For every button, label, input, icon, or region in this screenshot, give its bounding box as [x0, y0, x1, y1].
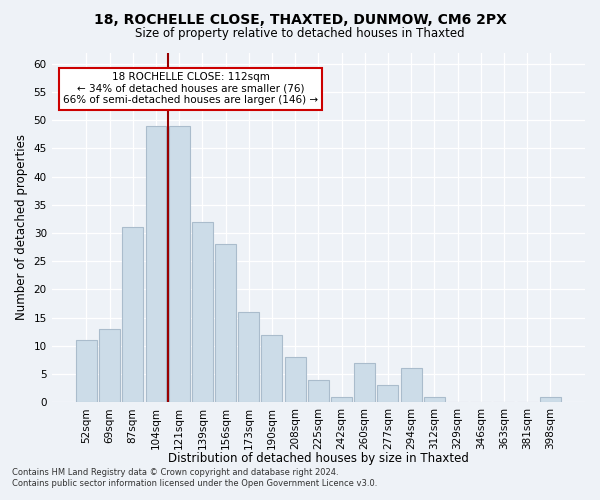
Text: Size of property relative to detached houses in Thaxted: Size of property relative to detached ho… [135, 28, 465, 40]
Bar [377, 386, 398, 402]
Bar [192, 222, 213, 402]
Bar [308, 380, 329, 402]
Bar [262, 334, 283, 402]
Bar [99, 329, 120, 402]
Text: 18, ROCHELLE CLOSE, THAXTED, DUNMOW, CM6 2PX: 18, ROCHELLE CLOSE, THAXTED, DUNMOW, CM6… [94, 12, 506, 26]
Bar [354, 362, 375, 402]
Bar [215, 244, 236, 402]
Bar [331, 396, 352, 402]
Bar [76, 340, 97, 402]
Bar [424, 396, 445, 402]
Y-axis label: Number of detached properties: Number of detached properties [15, 134, 28, 320]
Bar [540, 396, 561, 402]
Bar [284, 357, 305, 402]
Bar [169, 126, 190, 402]
Bar [146, 126, 166, 402]
Bar [238, 312, 259, 402]
Bar [122, 228, 143, 402]
X-axis label: Distribution of detached houses by size in Thaxted: Distribution of detached houses by size … [168, 452, 469, 465]
Text: Contains HM Land Registry data © Crown copyright and database right 2024.
Contai: Contains HM Land Registry data © Crown c… [12, 468, 377, 487]
Bar [401, 368, 422, 402]
Text: 18 ROCHELLE CLOSE: 112sqm
← 34% of detached houses are smaller (76)
66% of semi-: 18 ROCHELLE CLOSE: 112sqm ← 34% of detac… [63, 72, 319, 106]
